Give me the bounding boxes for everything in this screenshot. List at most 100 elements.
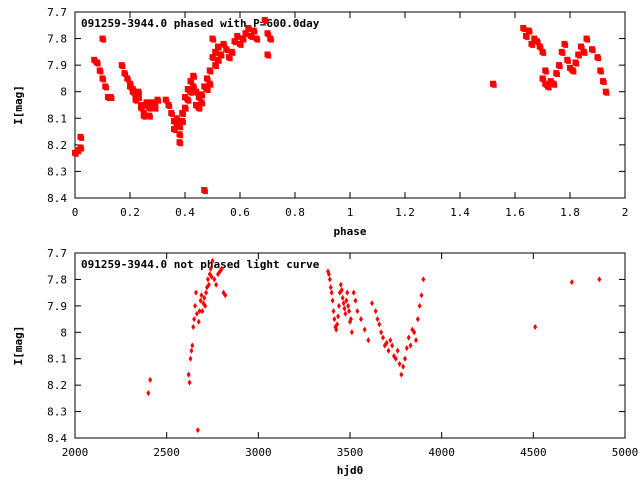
data-point [401,363,406,370]
data-point-shadow [101,77,107,83]
data-point-shadow [521,26,527,32]
data-point-shadow [197,106,203,112]
data-point-shadow [604,90,610,96]
x-tick-label: 3000 [245,446,272,459]
data-point [327,276,332,283]
data-point-shadow [227,56,233,62]
y-tick-label: 8.3 [47,406,67,419]
data-point-shadow [216,58,222,64]
data-point [393,355,398,362]
y-tick-label: 7.8 [47,33,67,46]
data-point [202,294,207,301]
x-axis-label: hjd0 [337,464,364,477]
data-point-shadow [147,106,153,112]
data-point-shadow [175,117,181,123]
data-point-shadow [576,53,582,59]
data-point [331,308,336,315]
data-point [408,342,413,349]
x-tick-label: 0.2 [120,206,140,219]
data-point [332,316,337,323]
data-point-shadow [202,189,208,195]
data-point [148,376,153,383]
data-point-shadow [79,146,85,152]
chart-title: 091259-3944.0 not phased light curve [81,258,320,271]
data-point-shadow [563,42,569,48]
x-tick-label: 1 [347,206,354,219]
data-point-shadow [222,42,228,48]
data-point-shadow [79,135,85,141]
data-point [345,289,350,296]
data-point [339,287,344,293]
x-tick-label: 2500 [153,446,180,459]
data-point [190,342,195,349]
data-point [336,313,341,320]
data-point-shadow [139,106,145,112]
data-point-shadow [183,106,189,112]
x-tick-label: 0.8 [285,206,305,219]
data-point-shadow [582,50,588,56]
data-point [326,271,331,278]
data-point [388,337,393,344]
data-point [212,276,217,283]
data-point [362,326,367,333]
data-point [597,276,602,283]
data-point-shadow [585,37,591,43]
data-point [219,265,224,272]
y-tick-label: 8.2 [47,139,67,152]
data-point-shadow [598,69,604,75]
data-point-shadow [123,72,129,78]
data-point-shadow [249,34,255,40]
data-point-shadow [219,53,225,59]
x-tick-label: 0.4 [175,206,195,219]
data-point-shadow [208,69,214,75]
data-point-shadow [167,104,173,109]
data-point-shadow [136,96,142,102]
data-point-shadow [235,34,241,40]
data-point-shadow [191,74,197,80]
data-point [338,281,343,288]
data-point-shadow [125,77,131,83]
x-axis-label: phase [333,225,366,238]
data-point [223,292,228,299]
data-point [186,371,191,378]
data-point-shadow [73,151,79,157]
data-point-shadow [180,119,186,125]
y-tick-label: 7.9 [47,300,67,313]
y-tick-label: 8.2 [47,379,67,392]
data-point [146,390,151,397]
data-point [346,302,351,309]
data-point-shadow [266,53,272,59]
data-point-shadow [246,26,252,32]
data-point-shadow [224,48,230,54]
y-tick-label: 8.3 [47,165,67,178]
data-point [533,324,538,330]
data-point-shadow [266,32,272,38]
data-point-shadow [211,37,217,43]
data-point [214,281,219,288]
data-point [335,321,340,328]
data-point-shadow [535,40,541,46]
data-point-shadow [233,40,239,46]
data-point-shadow [241,37,247,43]
data-point [200,308,205,315]
data-point [334,326,339,333]
data-point-shadow [579,45,585,51]
data-point [196,318,201,325]
data-point [415,316,420,323]
data-point-shadow [230,50,236,56]
data-point [412,329,417,336]
y-tick-label: 7.7 [47,247,67,260]
data-point [414,337,418,344]
data-point [195,427,200,434]
data-point [403,355,407,362]
data-point-shadow [560,50,566,56]
data-point [199,292,204,299]
data-point-shadow [565,58,571,64]
data-point [330,297,335,304]
data-point [329,289,334,296]
data-point [194,310,199,317]
data-point-shadow [186,98,192,104]
y-tick-label: 7.8 [47,273,67,286]
data-point-shadow [263,18,269,24]
